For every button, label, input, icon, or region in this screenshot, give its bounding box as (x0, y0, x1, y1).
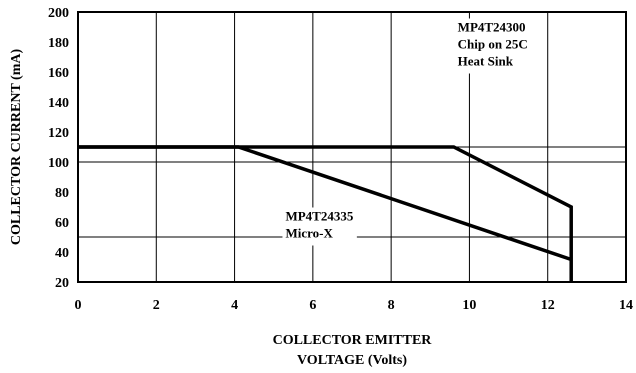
y-tick-label: 160 (48, 66, 69, 81)
annotation-label: MP4T24335 (285, 209, 353, 224)
y-tick-label: 120 (48, 126, 69, 141)
x-tick-label: 2 (153, 298, 160, 313)
annotation-background (282, 207, 357, 246)
series-line-1 (78, 145, 573, 282)
annotation-label: Chip on 25C (458, 37, 528, 52)
annotation-label: MP4T24300 (458, 20, 526, 35)
x-tick-label: 10 (462, 298, 476, 313)
annotations: MP4T24300 Chip on 25C Heat Sink MP4T24335 Mi… (282, 18, 545, 246)
x-tick-label: 14 (619, 298, 633, 313)
y-tick-label: 180 (48, 36, 69, 51)
x-axis-title-line-2: VOLTAGE (Volts) (297, 353, 407, 368)
y-tick-label: 40 (55, 246, 69, 261)
y-tick-label: 140 (48, 96, 69, 111)
y-tick-label: 80 (55, 186, 69, 201)
y-tick-label: 200 (48, 6, 69, 21)
x-tick-label: 12 (541, 298, 555, 313)
y-tick-label: 60 (55, 216, 69, 231)
y-tick-labels: 20 40 60 80 100 120 140 160 180 200 (48, 6, 69, 291)
x-axis-title-line-1: COLLECTOR EMITTER (273, 333, 433, 348)
y-axis-title: COLLECTOR CURRENT (mA) (9, 49, 24, 246)
x-tick-label: 0 (75, 298, 82, 313)
x-tick-label: 6 (309, 298, 316, 313)
plot-frame (77, 11, 627, 283)
y-tick-label: 100 (48, 156, 69, 171)
annotation-label: Micro-X (285, 226, 333, 241)
annotation-background (454, 18, 545, 74)
series-line-2 (78, 145, 572, 262)
x-tick-label: 8 (388, 298, 395, 313)
annotation-label: Heat Sink (458, 54, 514, 69)
x-tick-label: 4 (231, 298, 238, 313)
x-tick-labels: 0 2 4 6 8 10 12 14 (75, 298, 634, 313)
series-lines (78, 145, 573, 282)
y-tick-label: 20 (55, 276, 69, 291)
